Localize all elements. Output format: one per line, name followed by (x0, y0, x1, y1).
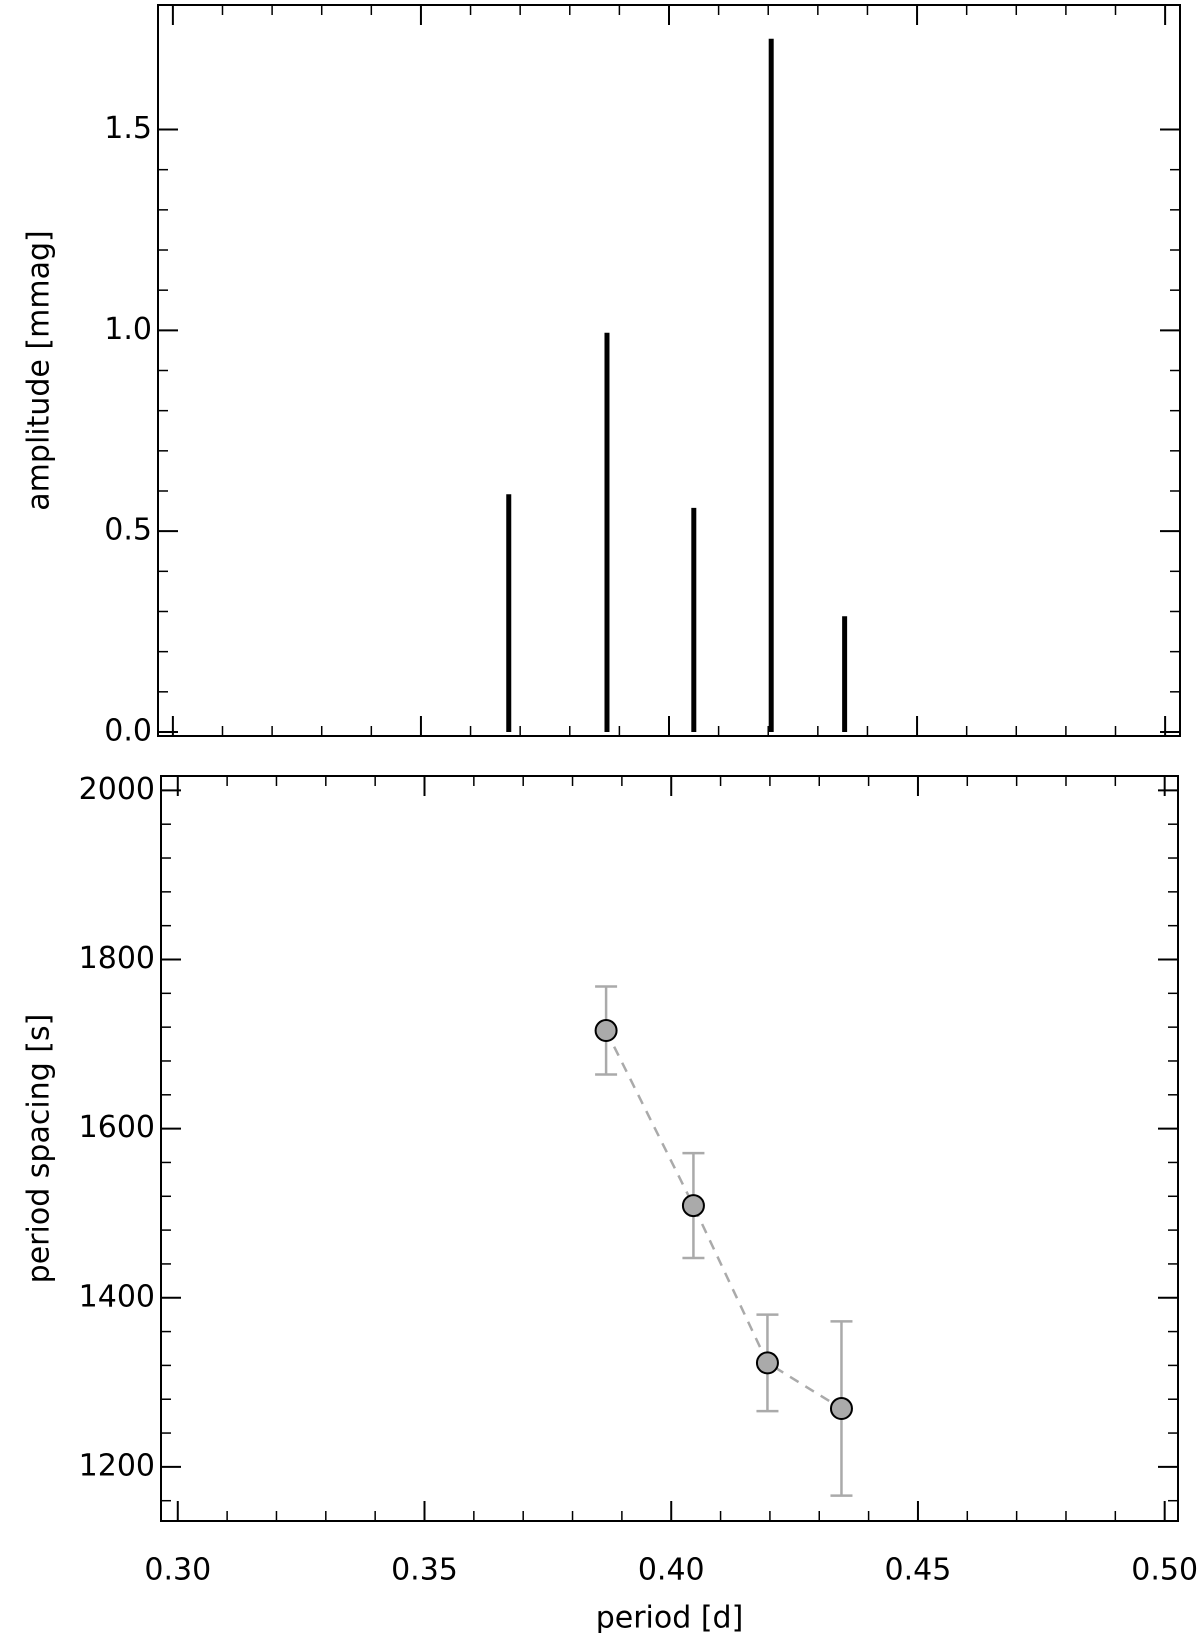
point (594, 1019, 618, 1043)
point (681, 1194, 705, 1218)
y-tick-label: 1600 (79, 1110, 155, 1145)
x-axis-label: period [d] (596, 1601, 744, 1633)
x-tick-label: 0.50 (1131, 1553, 1198, 1588)
point (755, 1351, 779, 1375)
x-tick-label: 0.45 (885, 1553, 952, 1588)
y-axis-label: period spacing [s] (22, 1014, 57, 1284)
y-tick-label: 1800 (79, 941, 155, 976)
point (829, 1397, 853, 1421)
y-tick-label: 0.0 (104, 713, 152, 748)
y-tick-label: 1.5 (104, 111, 152, 146)
y-tick-label: 0.5 (104, 513, 152, 548)
x-tick-label: 0.30 (144, 1553, 211, 1588)
plot-frame (157, 4, 1181, 737)
trend-line (604, 1029, 843, 1410)
x-tick-label: 0.35 (391, 1553, 458, 1588)
y-tick-label: 2000 (79, 772, 155, 807)
y-tick-label: 1400 (79, 1279, 155, 1314)
x-tick-label: 0.40 (638, 1553, 705, 1588)
y-tick-label: 1200 (79, 1448, 155, 1483)
plot-frame (160, 775, 1179, 1522)
y-axis-label: amplitude [mmag] (22, 230, 57, 510)
y-tick-label: 1.0 (104, 312, 152, 347)
